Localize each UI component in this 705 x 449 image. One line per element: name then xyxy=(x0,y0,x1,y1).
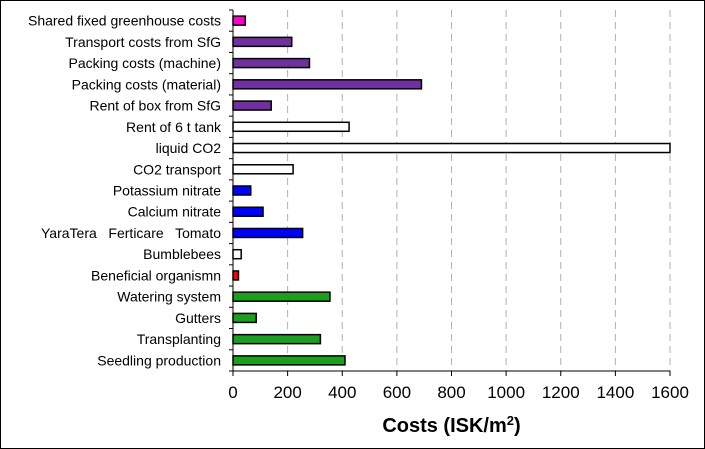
x-axis-title: Costs (ISK/m2) xyxy=(382,413,520,438)
bar-7 xyxy=(232,164,294,175)
category-label-3: Packing costs (material) xyxy=(72,76,221,92)
bar-8 xyxy=(232,185,252,196)
bar-1 xyxy=(232,36,293,48)
category-label-16: Seedling production xyxy=(97,352,221,368)
bar-9 xyxy=(232,206,264,217)
category-label-14: Gutters xyxy=(175,310,221,326)
x-tick-label-2: 400 xyxy=(328,383,356,402)
x-ticks: 0 200 400 600 800 1000 1200 1400 1600 xyxy=(228,9,689,402)
x-tick-label-5: 1000 xyxy=(487,383,525,402)
category-label-13: Watering system xyxy=(117,289,221,305)
category-label-15: Transplanting xyxy=(137,331,221,347)
category-labels: Shared fixed greenhouse costs Transport c… xyxy=(28,13,222,369)
x-tick-label-0: 0 xyxy=(228,383,237,402)
category-label-9: Calcium nitrate xyxy=(128,204,222,220)
x-tick-label-3: 600 xyxy=(383,383,411,402)
category-label-5: Rent of 6 t tank xyxy=(126,119,222,135)
gridlines xyxy=(287,10,671,371)
category-label-2: Packing costs (machine) xyxy=(68,55,221,71)
bar-13 xyxy=(232,291,331,302)
x-tick-label-1: 200 xyxy=(273,383,301,402)
bar-4 xyxy=(232,100,272,111)
category-label-7: CO2 transport xyxy=(133,161,221,177)
bar-12 xyxy=(232,270,240,281)
x-tick-label-4: 800 xyxy=(437,383,465,402)
bar-16 xyxy=(232,355,346,366)
bar-14 xyxy=(232,312,257,324)
category-label-10: YaraTera Ferticare Tomato xyxy=(41,225,221,241)
x-tick-label-6: 1200 xyxy=(542,383,580,402)
axes xyxy=(229,10,670,376)
bar-5 xyxy=(232,121,350,133)
bar-0 xyxy=(232,15,247,26)
x-axis-title-main: Costs (ISK/m xyxy=(382,415,506,437)
category-label-1: Transport costs from SfG xyxy=(65,34,221,50)
category-label-0: Shared fixed greenhouse costs xyxy=(28,13,221,29)
bar-15 xyxy=(232,333,322,345)
category-label-6: liquid CO2 xyxy=(156,140,222,156)
x-axis-title-superscript: 2 xyxy=(507,413,514,428)
category-label-4: Rent of box from SfG xyxy=(90,98,222,114)
bar-3 xyxy=(232,79,423,90)
x-tick-label-8: 1600 xyxy=(651,383,689,402)
category-label-11: Bumblebees xyxy=(143,246,221,262)
bar-6 xyxy=(232,142,671,154)
x-tick-label-7: 1400 xyxy=(596,383,634,402)
bar-10 xyxy=(232,227,304,239)
category-label-12: Beneficial organismn xyxy=(91,267,221,283)
bar-11 xyxy=(232,248,242,260)
x-axis-title-suffix: ) xyxy=(514,415,521,437)
category-label-8: Potassium nitrate xyxy=(113,183,221,199)
bar-2 xyxy=(232,57,311,69)
